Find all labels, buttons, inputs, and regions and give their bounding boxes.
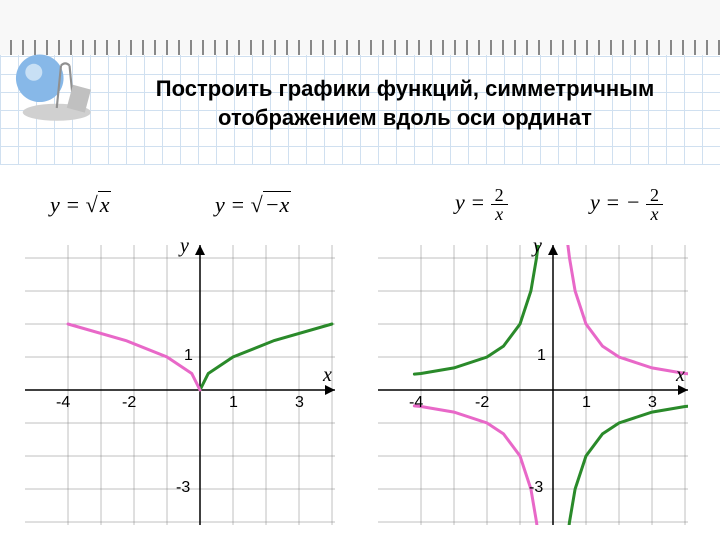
geometry-logo-icon [10, 40, 95, 125]
title-line-1: Построить графики функций, симметричным [100, 75, 710, 104]
y-tick-label: -3 [176, 479, 190, 497]
x-tick-label: 3 [295, 394, 304, 412]
x-tick-label: -4 [409, 394, 423, 412]
page-title: Построить графики функций, симметричным … [100, 75, 710, 132]
x-tick-label: 3 [648, 394, 657, 412]
x-tick-label: -4 [56, 394, 70, 412]
notebook-spiral [0, 0, 720, 55]
charts-container: -4-2131-3yx -4-2131-3yx [0, 245, 720, 535]
y-axis-label: y [180, 235, 189, 258]
chart-sqrt: -4-2131-3yx [25, 245, 335, 525]
y-tick-label: -3 [529, 479, 543, 497]
x-tick-label: -2 [475, 394, 489, 412]
x-axis-label: x [676, 364, 685, 387]
formula-sqrt-neg-x: y = √−x [215, 192, 291, 218]
formula-sqrt-x: y = √x [50, 192, 111, 218]
x-tick-label: 1 [582, 394, 591, 412]
y-tick-label: 1 [537, 347, 546, 365]
formula-neg-2-over-x: y = − 2x [590, 186, 663, 223]
y-axis-label: y [533, 235, 542, 258]
title-line-2: отображением вдоль оси ординат [100, 104, 710, 133]
formula-row: y = √x y = √−x y = 2x y = − 2x [0, 192, 720, 232]
formula-2-over-x: y = 2x [455, 186, 508, 223]
y-tick-label: 1 [184, 347, 193, 365]
x-tick-label: -2 [122, 394, 136, 412]
x-axis-label: x [323, 364, 332, 387]
x-tick-label: 1 [229, 394, 238, 412]
chart-hyperbola: -4-2131-3yx [378, 245, 688, 525]
